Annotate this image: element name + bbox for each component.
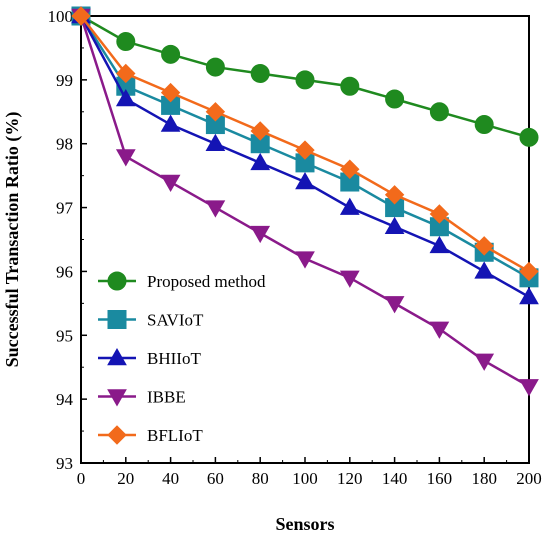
series-bhiiot — [71, 5, 539, 305]
data-point — [160, 174, 181, 193]
data-point — [519, 286, 539, 305]
data-point — [519, 379, 539, 397]
data-point — [384, 216, 405, 234]
x-tick-label: 180 — [471, 469, 497, 488]
x-tick-label: 60 — [207, 469, 224, 488]
data-point — [339, 270, 360, 288]
legend-entry: Proposed method — [98, 271, 266, 291]
y-tick-label: 98 — [56, 135, 73, 154]
series-bfliot — [71, 6, 539, 282]
legend-marker — [107, 389, 127, 407]
data-point — [519, 261, 539, 282]
legend-label: SAVIoT — [147, 311, 204, 330]
data-point — [115, 89, 136, 107]
x-tick-label: 20 — [117, 469, 134, 488]
legend-label: BFLIoT — [147, 426, 203, 445]
x-tick-label: 200 — [516, 469, 542, 488]
axes: 0 20 40 60 80 100 120 140 160 180 200 93 94 95 96 97 98 9… — [48, 7, 542, 488]
legend: Proposed method SAVIoT BHIIoT IBBE BFLIoT — [98, 271, 266, 445]
data-point — [429, 204, 450, 224]
data-point — [250, 225, 271, 244]
data-point — [384, 185, 405, 205]
legend-entry: IBBE — [98, 388, 186, 407]
data-point — [295, 140, 315, 160]
legend-marker — [107, 310, 127, 329]
data-point — [339, 197, 360, 215]
data-point — [429, 321, 450, 339]
data-point — [250, 121, 270, 141]
data-point — [250, 63, 270, 83]
legend-entry: BHIIoT — [98, 347, 201, 368]
data-point — [429, 235, 450, 254]
x-tick-label: 140 — [382, 469, 408, 488]
y-tick-label: 100 — [48, 7, 74, 26]
legend-entry: BFLIoT — [98, 425, 203, 445]
data-point — [205, 133, 226, 151]
legend-marker — [107, 271, 127, 291]
data-point — [295, 251, 315, 269]
data-point — [205, 200, 226, 218]
x-tick-label: 100 — [292, 469, 318, 488]
data-point — [340, 76, 360, 96]
data-point — [474, 115, 494, 135]
legend-marker — [107, 425, 127, 445]
data-point — [116, 63, 136, 84]
data-point — [160, 82, 181, 103]
legend-entry: SAVIoT — [98, 310, 204, 330]
data-point — [295, 172, 315, 190]
data-point — [474, 353, 495, 371]
legend-label: BHIIoT — [147, 349, 201, 368]
y-tick-label: 96 — [56, 262, 73, 281]
data-point — [295, 70, 315, 90]
x-tick-label: 120 — [337, 469, 363, 488]
legend-label: Proposed method — [147, 272, 266, 291]
data-point — [205, 57, 225, 77]
data-point — [385, 89, 405, 109]
series-layer — [71, 5, 539, 397]
y-tick-label: 93 — [56, 454, 73, 473]
data-point — [429, 102, 449, 122]
data-point — [205, 102, 226, 122]
legend-label: IBBE — [147, 388, 186, 407]
series-ibbe — [71, 8, 539, 397]
y-tick-label: 97 — [56, 199, 74, 218]
data-point — [340, 159, 360, 179]
data-point — [474, 236, 494, 256]
x-axis-title: Sensors — [275, 514, 334, 534]
x-tick-label: 80 — [252, 469, 269, 488]
data-point — [384, 296, 405, 314]
series-proposed-method — [71, 6, 539, 147]
data-point — [116, 32, 136, 52]
data-point — [519, 127, 539, 147]
y-tick-label: 99 — [56, 71, 73, 90]
data-point — [474, 261, 495, 279]
data-point — [250, 152, 271, 171]
data-point — [161, 44, 181, 64]
y-tick-label: 95 — [56, 326, 73, 345]
y-axis-title: Successful Transaction Ratio (%) — [2, 112, 23, 368]
legend-marker — [107, 347, 127, 366]
data-point — [71, 6, 91, 26]
x-tick-label: 0 — [77, 469, 86, 488]
x-tick-label: 40 — [162, 469, 179, 488]
data-point — [160, 114, 181, 132]
x-tick-label: 160 — [427, 469, 453, 488]
y-tick-label: 94 — [56, 390, 74, 409]
data-point — [115, 149, 136, 167]
